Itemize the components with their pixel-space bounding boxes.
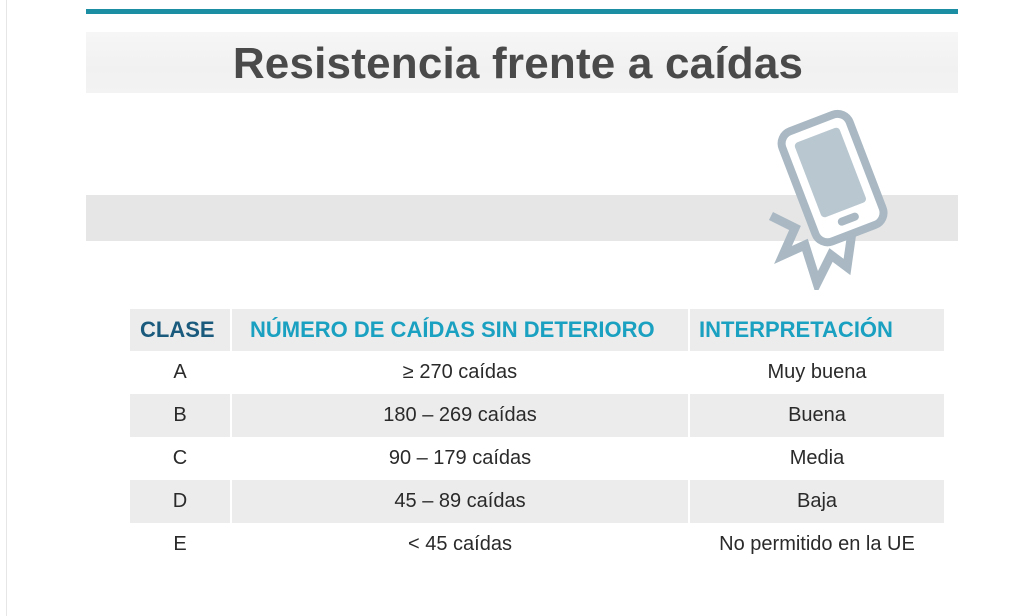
drop-resistance-table: CLASE NÚMERO DE CAÍDAS SIN DETERIORO INT… xyxy=(128,309,946,566)
header-numero-caidas: NÚMERO DE CAÍDAS SIN DETERIORO xyxy=(232,309,688,351)
table-header-row: CLASE NÚMERO DE CAÍDAS SIN DETERIORO INT… xyxy=(130,309,944,351)
table-row: B 180 – 269 caídas Buena xyxy=(130,394,944,437)
table-row: D 45 – 89 caídas Baja xyxy=(130,480,944,523)
header-interpretacion: INTERPRETACIÓN xyxy=(690,309,944,351)
page-title: Resistencia frente a caídas xyxy=(232,39,804,88)
cell-caidas: < 45 caídas xyxy=(408,533,512,555)
table-row: A ≥ 270 caídas Muy buena xyxy=(130,351,944,394)
accent-bar xyxy=(86,9,958,14)
cell-caidas: ≥ 270 caídas xyxy=(402,361,518,383)
cell-caidas: 90 – 179 caídas xyxy=(388,447,532,469)
impact-burst-icon xyxy=(768,211,857,295)
table-row: E < 45 caídas No permitido en la UE xyxy=(130,523,944,566)
title-band xyxy=(86,32,958,93)
cell-clase: B xyxy=(130,394,230,437)
cell-clase: E xyxy=(173,533,187,555)
cell-clase: C xyxy=(172,447,188,469)
cell-interpretacion: No permitido en la UE xyxy=(719,533,915,555)
cracked-phone-icon xyxy=(765,105,900,295)
cell-clase: A xyxy=(173,361,187,383)
cell-caidas: 45 – 89 caídas xyxy=(232,480,688,523)
header-clase: CLASE xyxy=(130,309,230,351)
cell-interpretacion: Muy buena xyxy=(767,361,867,383)
cell-interpretacion: Baja xyxy=(690,480,944,523)
cell-interpretacion: Buena xyxy=(690,394,944,437)
left-divider xyxy=(6,0,7,616)
cell-clase: D xyxy=(130,480,230,523)
table-row: C 90 – 179 caídas Media xyxy=(130,437,944,480)
cell-caidas: 180 – 269 caídas xyxy=(232,394,688,437)
cell-interpretacion: Media xyxy=(789,447,845,469)
